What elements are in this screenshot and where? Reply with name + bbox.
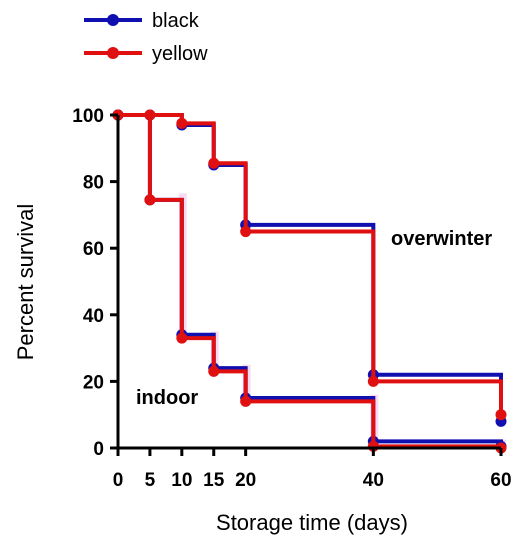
y-tick-label-100: 100 (72, 106, 104, 127)
y-tick-label-60: 60 (83, 239, 104, 260)
series-overwinter-black (112, 109, 507, 427)
x-ticks: 0 5 10 15 20 40 60 (113, 448, 512, 491)
series-indoor-yellow (112, 109, 507, 454)
x-tick-label-15: 15 (203, 470, 225, 491)
x-tick-label-5: 5 (145, 470, 156, 491)
y-tick-label-0: 0 (93, 439, 104, 460)
x-tick-label-10: 10 (171, 470, 192, 491)
annotation-indoor: indoor (136, 387, 198, 409)
x-tick-label-20: 20 (235, 470, 256, 491)
data-point-overwinter-yellow (208, 157, 220, 169)
data-point-overwinter-yellow (176, 117, 188, 129)
plot-series (112, 109, 507, 454)
legend-marker-black (107, 14, 119, 26)
y-tick-label-40: 40 (83, 306, 104, 327)
legend-label-yellow: yellow (152, 43, 208, 65)
data-point-overwinter-yellow (495, 409, 507, 421)
data-point-indoor-yellow (240, 395, 252, 407)
series-line-overwinter-yellow (118, 113, 503, 415)
y-tick-label-20: 20 (83, 372, 104, 393)
legend-label-black: black (152, 10, 200, 32)
data-point-indoor-yellow (208, 365, 220, 377)
y-axis-title: Percent survival (13, 204, 38, 361)
data-point-overwinter-yellow (367, 375, 379, 387)
data-point-indoor-yellow (144, 194, 156, 206)
data-point-overwinter-yellow (240, 226, 252, 238)
x-tick-label-60: 60 (490, 470, 511, 491)
legend-marker-yellow (107, 47, 119, 59)
data-point-indoor-yellow (176, 332, 188, 344)
x-axis-title: Storage time (days) (216, 510, 408, 535)
legend: black yellow (84, 10, 208, 65)
annotation-overwinter: overwinter (391, 228, 492, 250)
series-line-overwinter-black (118, 113, 503, 422)
y-ticks: 0 20 40 60 80 100 (72, 106, 118, 460)
x-tick-label-40: 40 (363, 470, 384, 491)
y-tick-label-80: 80 (83, 173, 104, 194)
x-tick-label-0: 0 (113, 470, 124, 491)
